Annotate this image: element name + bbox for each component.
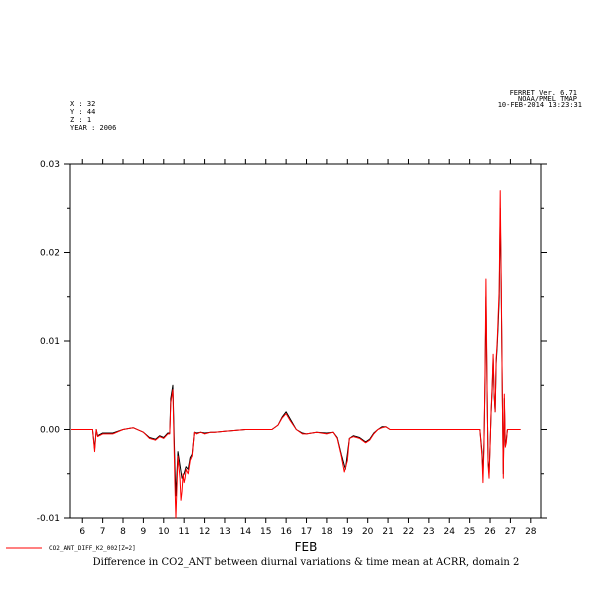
y-tick-label: 0.03: [40, 160, 60, 170]
meta-left-line: YEAR : 2006: [70, 124, 116, 132]
y-axis: -0.01 0.00 0.01 0.02 0.03: [37, 160, 547, 524]
meta-right: FERRET Ver. 6.71 NOAA/PMEL TMAP 10-FEB-2…: [498, 89, 582, 109]
meta-left-line: X : 32: [70, 100, 95, 108]
x-tick-label: 17: [301, 527, 312, 537]
x-tick-label: 11: [178, 527, 189, 537]
x-axis: 6 7 8 9 10 11 12 13 14 15 16 17 18 19 20 21 22 23 24 25 26 27…: [79, 159, 537, 537]
series-line: [71, 190, 521, 519]
x-tick-label: 14: [240, 527, 252, 537]
x-tick-label: 23: [423, 527, 434, 537]
x-tick-label: 19: [342, 527, 354, 537]
meta-right-line: FERRET Ver. 6.71: [510, 89, 577, 97]
x-tick-label: 21: [382, 527, 393, 537]
x-tick-label: 6: [79, 527, 85, 537]
x-tick-label: 12: [199, 527, 210, 537]
x-tick-label: 26: [484, 527, 496, 537]
x-tick-label: 13: [219, 527, 230, 537]
x-tick-label: 10: [158, 527, 170, 537]
x-tick-label: 25: [464, 527, 475, 537]
x-tick-label: 16: [280, 527, 292, 537]
y-tick-label: 0.01: [40, 337, 60, 347]
y-tick-label: 0.02: [40, 249, 60, 259]
y-tick-label: 0.00: [40, 426, 60, 436]
meta-left-line: Z : 1: [70, 116, 91, 124]
series-line: [71, 207, 521, 497]
x-tick-label: 24: [444, 527, 456, 537]
meta-left: X : 32 Y : 44 Z : 1 YEAR : 2006: [70, 100, 116, 132]
x-tick-label: 27: [505, 527, 516, 537]
x-tick-label: 8: [120, 527, 126, 537]
legend: CO2_ANT_DIFF_K2_002[Z=2]: [6, 545, 136, 552]
x-tick-label: 28: [525, 527, 537, 537]
x-tick-label: 15: [260, 527, 271, 537]
x-tick-label: 7: [100, 527, 106, 537]
meta-right-line: 10-FEB-2014 13:23:31: [498, 101, 582, 109]
legend-label: CO2_ANT_DIFF_K2_002[Z=2]: [49, 545, 136, 552]
x-tick-label: 9: [141, 527, 147, 537]
chart-title: Difference in CO2_ANT between diurnal va…: [93, 557, 520, 568]
x-tick-label: 22: [403, 527, 414, 537]
meta-right-line: NOAA/PMEL TMAP: [518, 95, 577, 103]
series-lines: [71, 190, 521, 519]
y-tick-label: -0.01: [37, 514, 60, 524]
meta-left-line: Y : 44: [70, 108, 95, 116]
x-tick-label: 20: [362, 527, 374, 537]
x-axis-label: FEB: [295, 540, 318, 554]
x-tick-label: 18: [321, 527, 333, 537]
plot-frame: [69, 163, 542, 519]
